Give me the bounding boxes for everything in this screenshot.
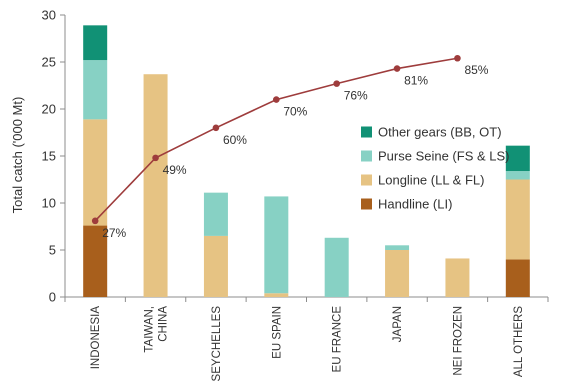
bar-purse-seine-fs-ls-eu-spain (264, 196, 289, 294)
cumulative-label: 70% (283, 105, 307, 119)
legend-swatch (361, 174, 372, 186)
bar-longline-ll-fl-all-others (505, 179, 530, 260)
chart-bars (83, 25, 530, 297)
x-tick-label: EU FRANCE (332, 306, 344, 373)
cumulative-label: 27% (102, 226, 126, 240)
y-tick-label: 30 (42, 8, 56, 23)
cumulative-point (152, 154, 159, 162)
x-tick-label: ALL OTHERS (513, 306, 525, 377)
legend-label: Other gears (BB, OT) (378, 125, 502, 140)
cumulative-label: 60% (223, 133, 247, 147)
bar-longline-ll-fl-eu-spain (264, 293, 289, 297)
bar-longline-ll-fl-indonesia (83, 119, 108, 226)
y-tick-label: 20 (42, 102, 56, 117)
bar-purse-seine-fs-ls-eu-france (324, 237, 349, 297)
cumulative-label: 85% (464, 63, 488, 77)
y-tick-label: 25 (42, 55, 56, 70)
bar-other-gears-bb-ot-all-others (505, 145, 530, 172)
cumulative-point (91, 217, 99, 225)
bar-longline-ll-fl-nei-frozen (445, 258, 470, 297)
cumulative-label: 49% (163, 163, 187, 177)
legend-swatch (361, 150, 372, 162)
chart-axes: 0 5 10 15 20 25 30 INDONESIA TAIWAN, CHINA SEYCHEL… (42, 8, 549, 381)
legend-label: Handline (LI) (378, 197, 452, 212)
bar-purse-seine-fs-ls-japan (385, 245, 410, 250)
legend-swatch (361, 126, 372, 138)
bar-other-gears-bb-ot-indonesia (83, 25, 108, 61)
bar-handline-li-all-others (505, 259, 530, 297)
y-tick-label: 10 (42, 196, 56, 211)
x-tick-label: SEYCHELLES (211, 306, 223, 381)
bar-purse-seine-fs-ls-all-others (505, 171, 530, 180)
x-tick-label: NEI FROZEN (452, 306, 464, 376)
cumulative-point (393, 65, 401, 72)
y-axis-label: Total catch ('000 Mt) (10, 97, 25, 214)
x-tick-label: TAIWAN, CHINA (144, 306, 170, 353)
cumulative-point (454, 54, 461, 62)
cumulative-label: 76% (344, 89, 368, 103)
bar-purse-seine-fs-ls-indonesia (83, 60, 108, 120)
cumulative-line: 27% 49% 60% 70% 76% 81% 85% (91, 54, 489, 240)
y-tick-label: 5 (49, 243, 56, 258)
bar-longline-ll-fl-japan (385, 250, 410, 297)
cumulative-label: 81% (404, 74, 428, 88)
y-tick-label: 15 (42, 149, 56, 164)
y-tick-label: 0 (49, 290, 56, 305)
x-tick-label: INDONESIA (90, 306, 102, 370)
chart-legend: Other gears (BB, OT) Purse Seine (FS & LS… (361, 125, 510, 212)
x-tick-label: EU SPAIN (271, 306, 283, 359)
bar-longline-ll-fl-taiwan-china (143, 74, 168, 297)
legend-label: Longline (LL & FL) (378, 173, 484, 188)
legend-swatch (361, 198, 372, 210)
bar-handline-li-indonesia (83, 225, 108, 297)
legend-label: Purse Seine (FS & LS) (378, 149, 510, 164)
cumulative-point (273, 96, 280, 103)
x-tick-label: JAPAN (392, 306, 404, 342)
cumulative-point (212, 124, 220, 132)
bar-purse-seine-fs-ls-seychelles (203, 192, 228, 236)
cumulative-point (333, 80, 340, 87)
bar-longline-ll-fl-seychelles (203, 235, 228, 297)
